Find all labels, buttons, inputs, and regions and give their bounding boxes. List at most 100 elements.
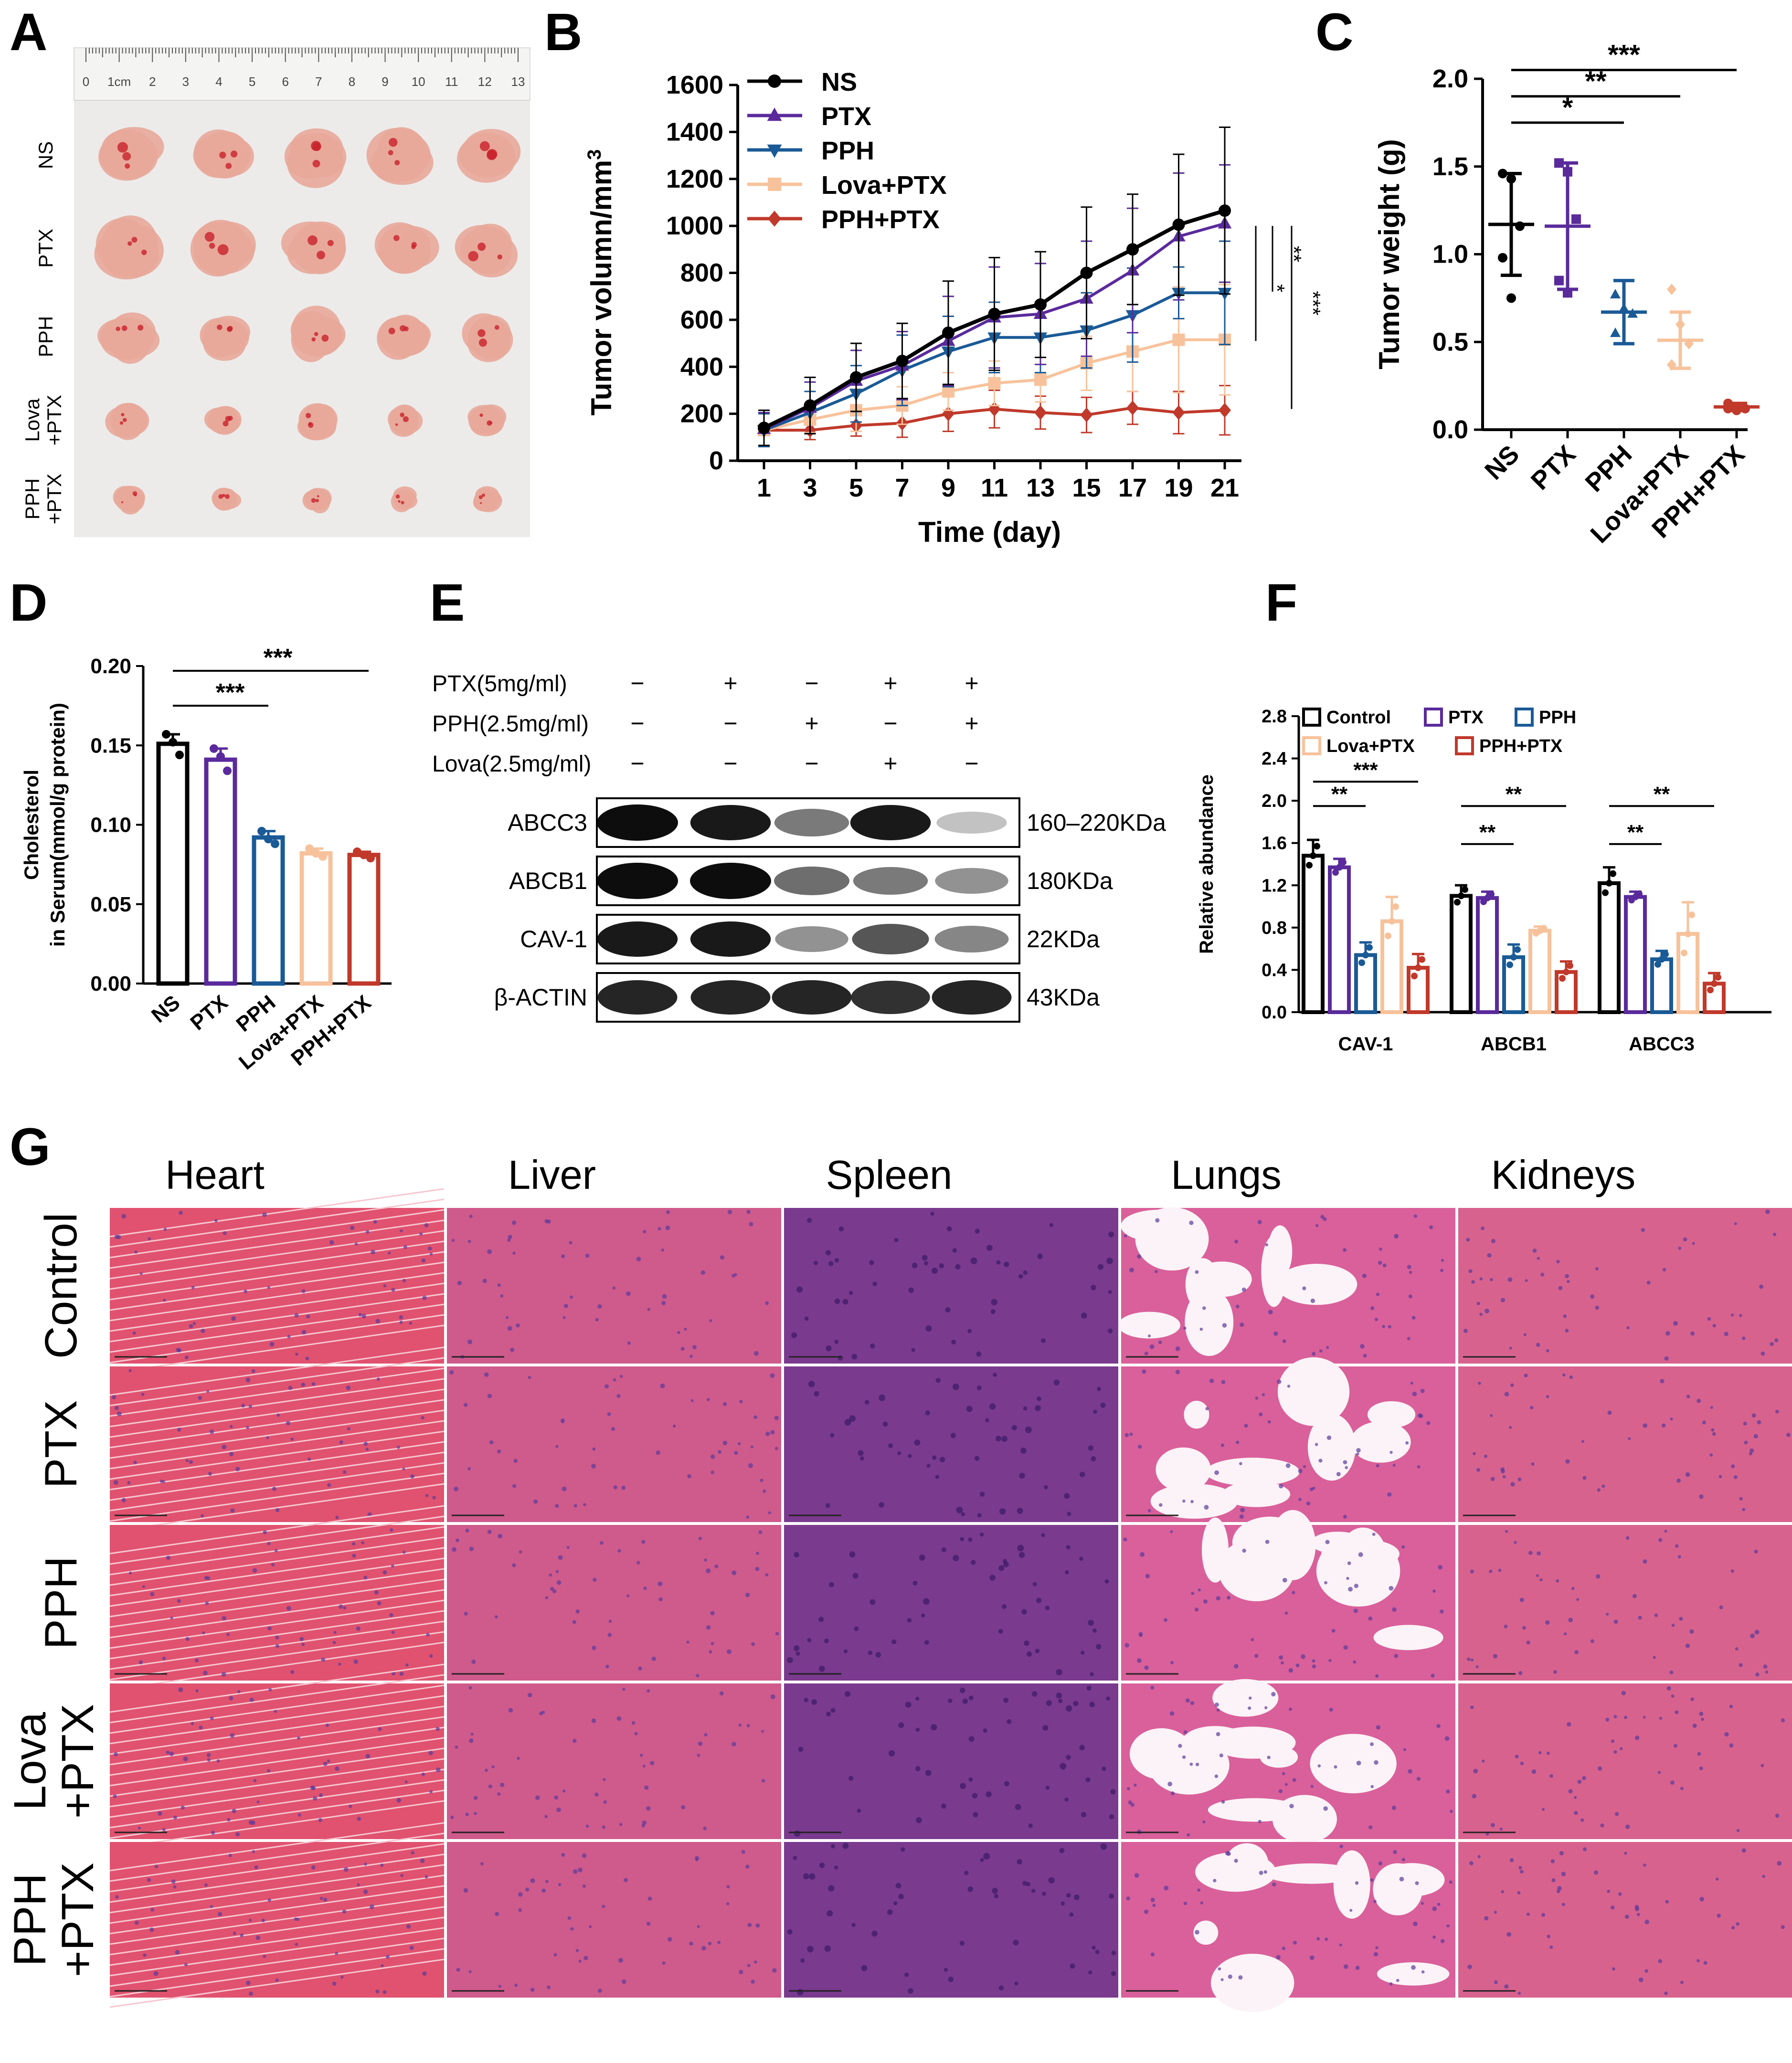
nucleus	[545, 1596, 549, 1599]
nucleus	[1546, 1349, 1549, 1353]
nucleus	[497, 1283, 501, 1287]
nucleus	[244, 1290, 247, 1293]
nucleus	[798, 1746, 804, 1752]
nucleus	[206, 1390, 210, 1393]
nucleus	[561, 1853, 565, 1857]
nucleus	[1734, 1222, 1737, 1226]
nucleus	[1484, 1916, 1489, 1921]
nucleus	[1519, 1870, 1524, 1874]
nucleus	[768, 1511, 771, 1514]
nucleus	[613, 1485, 617, 1490]
blot-band	[852, 924, 929, 954]
y-tick-label: 0.5	[1432, 328, 1468, 356]
legend-marker	[768, 211, 781, 227]
nucleus	[1744, 1440, 1748, 1445]
nucleus	[661, 1301, 666, 1305]
muscle-fiber	[109, 1314, 445, 1364]
tumor-blood-spot	[223, 421, 229, 427]
nucleus	[1312, 1659, 1315, 1663]
nucleus	[465, 1812, 469, 1817]
nucleus	[1379, 1248, 1382, 1251]
nucleus	[363, 1441, 368, 1446]
nucleus	[185, 1459, 189, 1462]
data-point	[1172, 405, 1185, 420]
nucleus	[1378, 1260, 1382, 1265]
nucleus	[983, 1728, 987, 1733]
nucleus	[1690, 1331, 1695, 1336]
nucleus	[888, 1750, 895, 1756]
nucleus	[512, 1563, 516, 1567]
nucleus	[1440, 1609, 1444, 1614]
nucleus	[970, 1257, 977, 1264]
nucleus	[1376, 1292, 1380, 1296]
nucleus	[734, 1450, 738, 1455]
nucleus	[1272, 1882, 1276, 1887]
nucleus	[1509, 1346, 1512, 1350]
nucleus	[1739, 1314, 1742, 1317]
nucleus	[370, 1904, 374, 1909]
data-point	[1366, 944, 1373, 951]
nucleus	[1088, 1619, 1094, 1626]
nucleus	[1565, 1329, 1569, 1333]
data-point	[1567, 962, 1573, 969]
nucleus	[1144, 1352, 1148, 1355]
nucleus	[1760, 1351, 1765, 1356]
nucleus	[162, 1828, 166, 1831]
nucleus	[807, 1217, 812, 1223]
nucleus	[566, 1546, 570, 1549]
data-point	[1385, 932, 1391, 940]
nucleus	[1216, 1708, 1220, 1712]
row-label: PTX	[36, 1400, 86, 1489]
nucleus	[1368, 1616, 1373, 1621]
nucleus	[1023, 1406, 1028, 1411]
nucleus	[1739, 1663, 1743, 1667]
tumor-sample	[212, 487, 242, 511]
nucleus	[1509, 1858, 1514, 1862]
tumor-blood-spot	[480, 502, 482, 504]
tumor-blood-spot	[121, 501, 124, 504]
nucleus	[114, 1406, 119, 1410]
nucleus	[194, 1658, 199, 1663]
nucleus	[209, 1429, 214, 1434]
nucleus	[727, 1209, 732, 1215]
tumor-lobe	[304, 403, 338, 435]
tumor-sample	[473, 486, 502, 512]
nucleus	[469, 1215, 473, 1218]
nucleus	[1258, 1820, 1262, 1823]
nucleus	[845, 1691, 851, 1697]
nucleus	[1660, 1379, 1665, 1384]
nucleus	[1343, 1514, 1347, 1519]
row-label: Control	[36, 1213, 86, 1359]
nucleus	[487, 1530, 492, 1534]
histology-tile	[1121, 1679, 1455, 1843]
nucleus	[726, 1885, 730, 1889]
nucleus	[607, 1412, 611, 1416]
y-tick-label: 1.6	[1262, 834, 1287, 854]
y-tick-label: 0.4	[1262, 960, 1287, 980]
nucleus	[753, 1415, 757, 1419]
nucleus	[1064, 1493, 1070, 1499]
nucleus	[824, 1945, 831, 1952]
nucleus	[497, 1449, 501, 1454]
nucleus	[851, 1923, 856, 1927]
nucleus	[1431, 1673, 1435, 1678]
significance-label: ***	[1608, 40, 1640, 71]
nucleus	[286, 1606, 291, 1611]
panel-a-row-label: PPH	[34, 316, 57, 357]
nucleus	[338, 1662, 341, 1666]
nucleus	[1754, 1629, 1760, 1635]
nucleus	[1389, 1586, 1394, 1591]
data-point	[1559, 975, 1566, 982]
nucleus	[961, 1512, 965, 1516]
nucleus	[1407, 1337, 1410, 1341]
nucleus	[1129, 1268, 1134, 1273]
tumor-sample	[193, 129, 254, 179]
nucleus	[1241, 1287, 1246, 1292]
tumor-sample	[94, 215, 164, 280]
nucleus	[657, 1227, 661, 1231]
nucleus	[964, 1871, 969, 1875]
nucleus	[1567, 1280, 1570, 1283]
nucleus	[1002, 1604, 1007, 1609]
nucleus	[1405, 1441, 1409, 1445]
nucleus	[979, 1492, 985, 1497]
